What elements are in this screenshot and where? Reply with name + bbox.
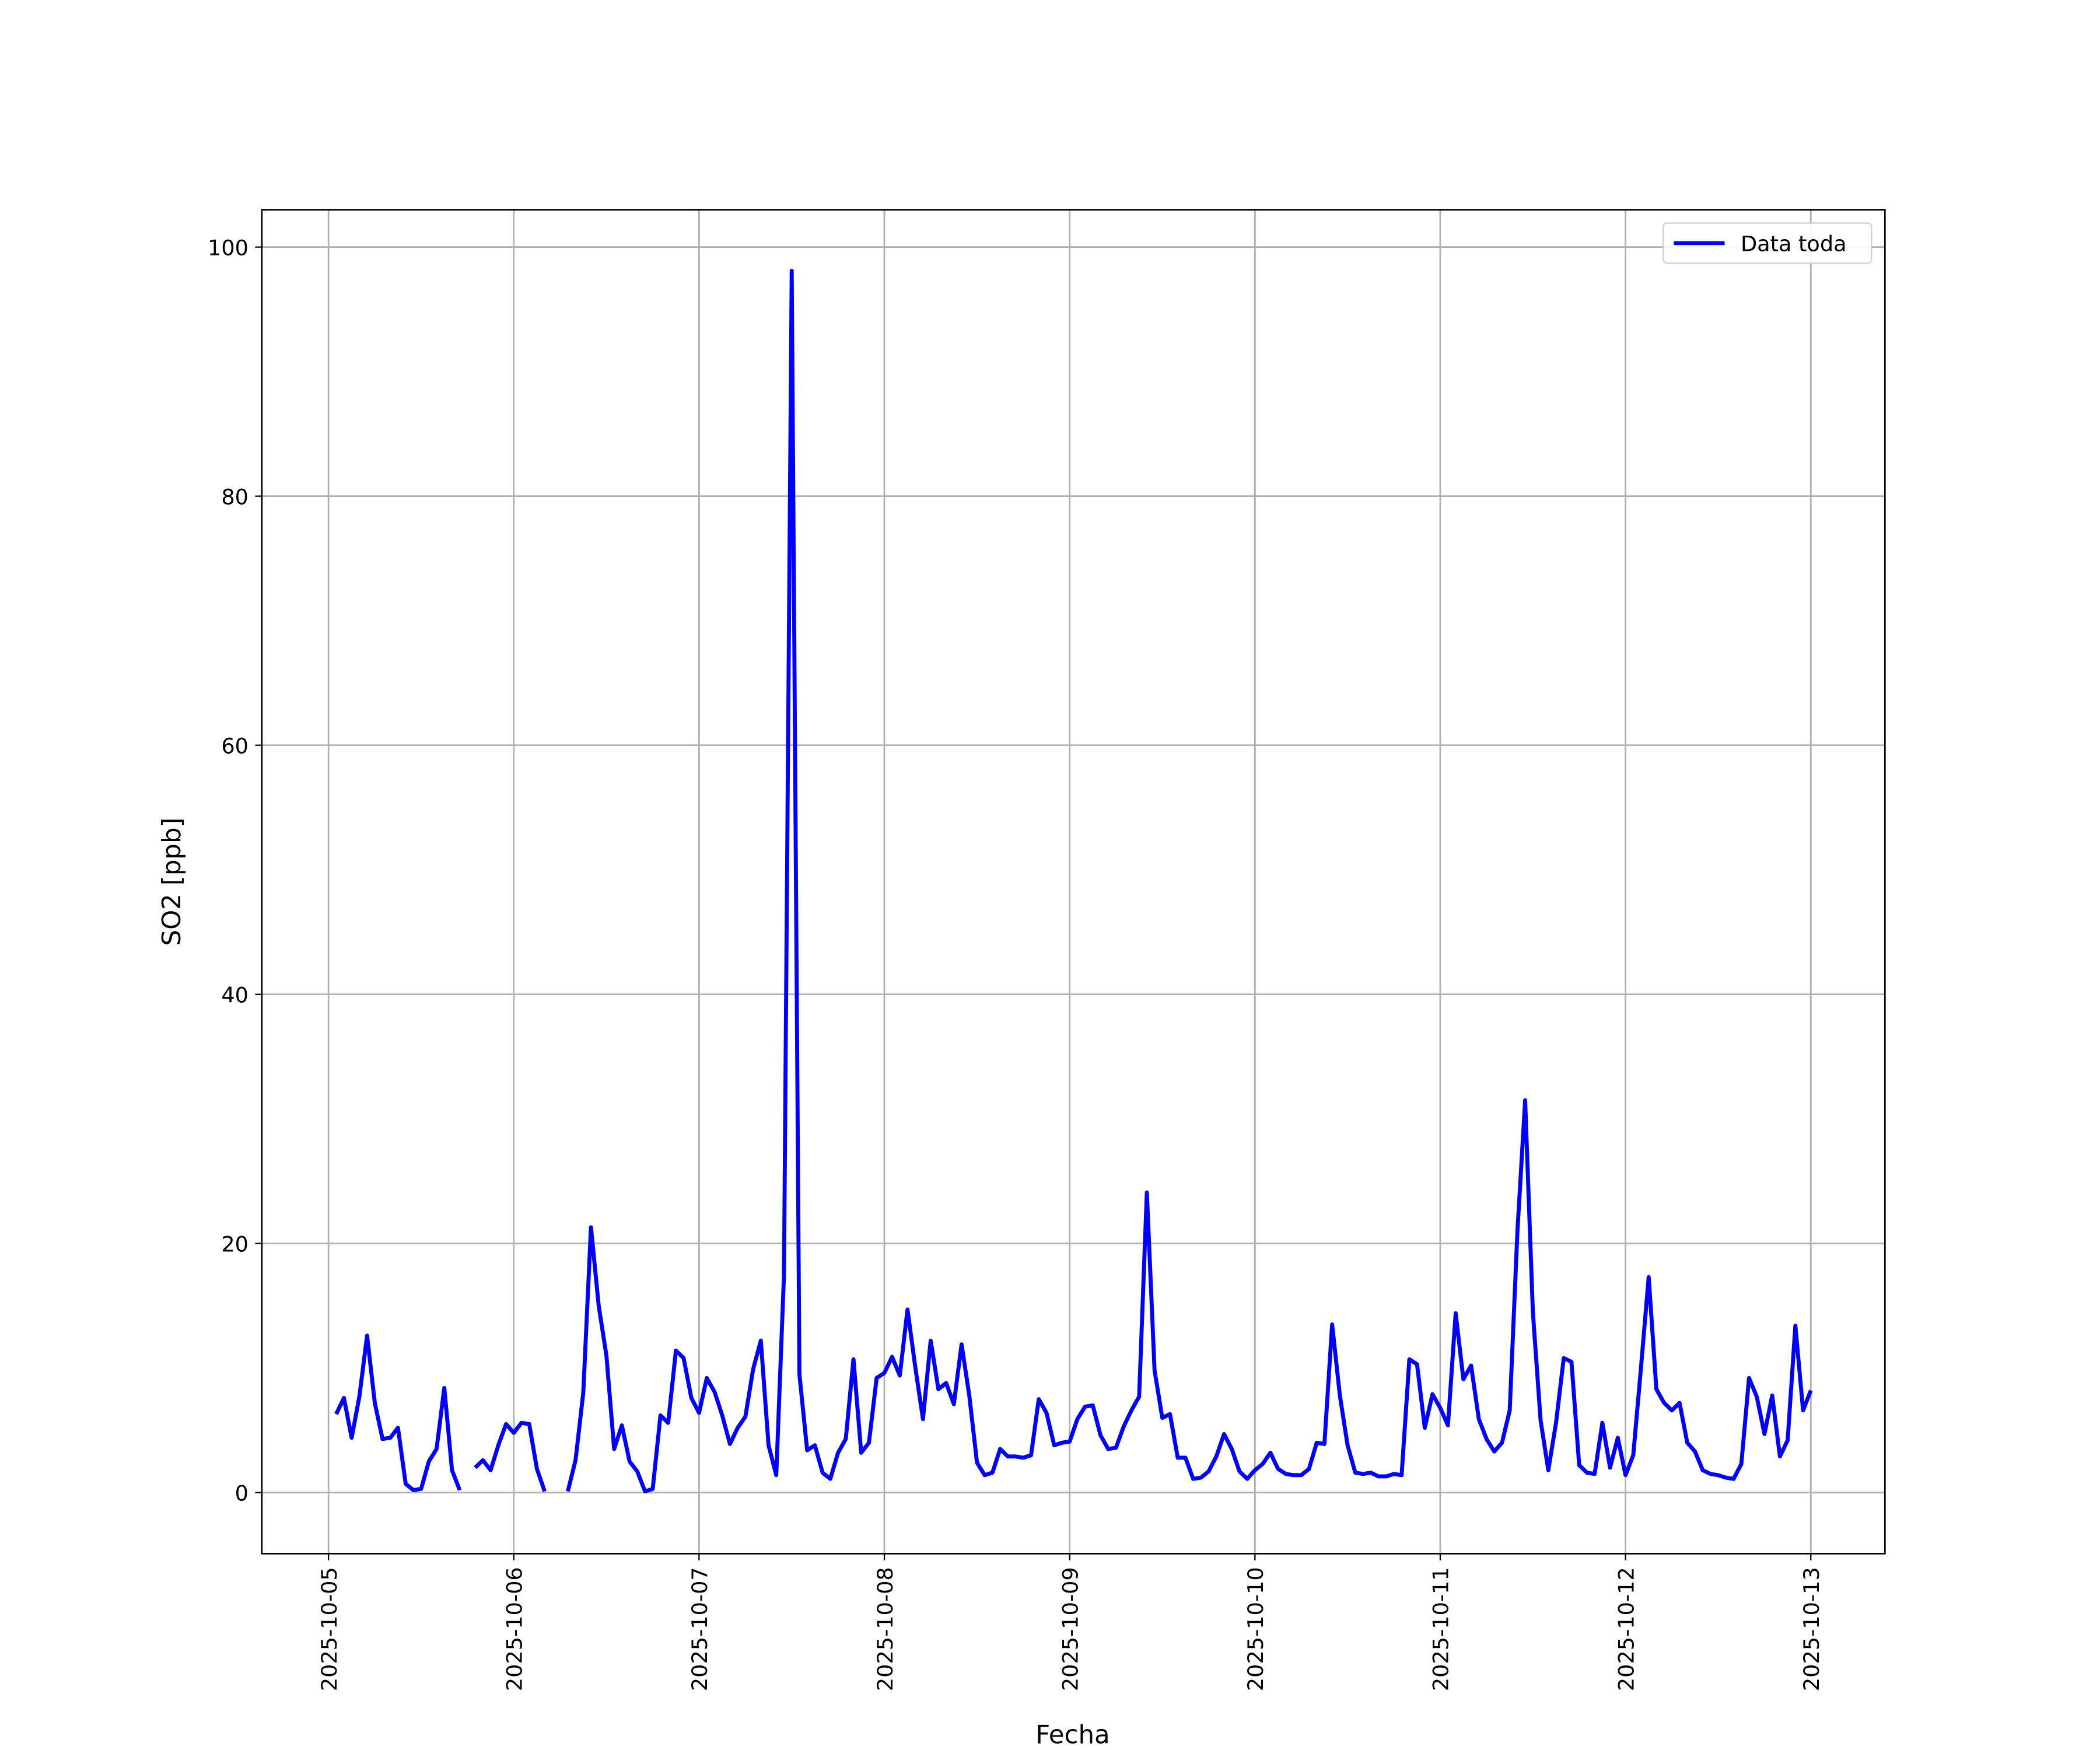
y-tick-label: 80 xyxy=(221,484,249,509)
x-tick-label: 2025-10-11 xyxy=(1429,1567,1454,1691)
y-axis-label: SO2 [ppb] xyxy=(158,817,187,946)
y-tick-label: 0 xyxy=(235,1480,249,1506)
x-tick-label: 2025-10-06 xyxy=(502,1567,527,1691)
x-tick-label: 2025-10-13 xyxy=(1799,1567,1824,1691)
x-tick-label: 2025-10-08 xyxy=(873,1567,898,1691)
y-tick-label: 20 xyxy=(221,1231,249,1256)
x-tick-label: 2025-10-10 xyxy=(1243,1567,1268,1691)
data-line xyxy=(334,268,1813,1494)
legend-label: Data toda xyxy=(1741,232,1847,257)
plot-frame xyxy=(261,209,1886,1555)
x-tick-label: 2025-10-07 xyxy=(687,1567,712,1691)
x-tick-label: 2025-10-05 xyxy=(317,1567,342,1691)
x-tick-label: 2025-10-09 xyxy=(1058,1567,1083,1691)
y-tick-label: 100 xyxy=(208,235,249,260)
legend-box xyxy=(1662,222,1873,264)
y-tick-label: 40 xyxy=(221,982,249,1007)
x-tick-label: 2025-10-12 xyxy=(1614,1567,1639,1691)
y-tick-label: 60 xyxy=(221,733,249,758)
x-axis-label: Fecha xyxy=(1035,1721,1110,1750)
